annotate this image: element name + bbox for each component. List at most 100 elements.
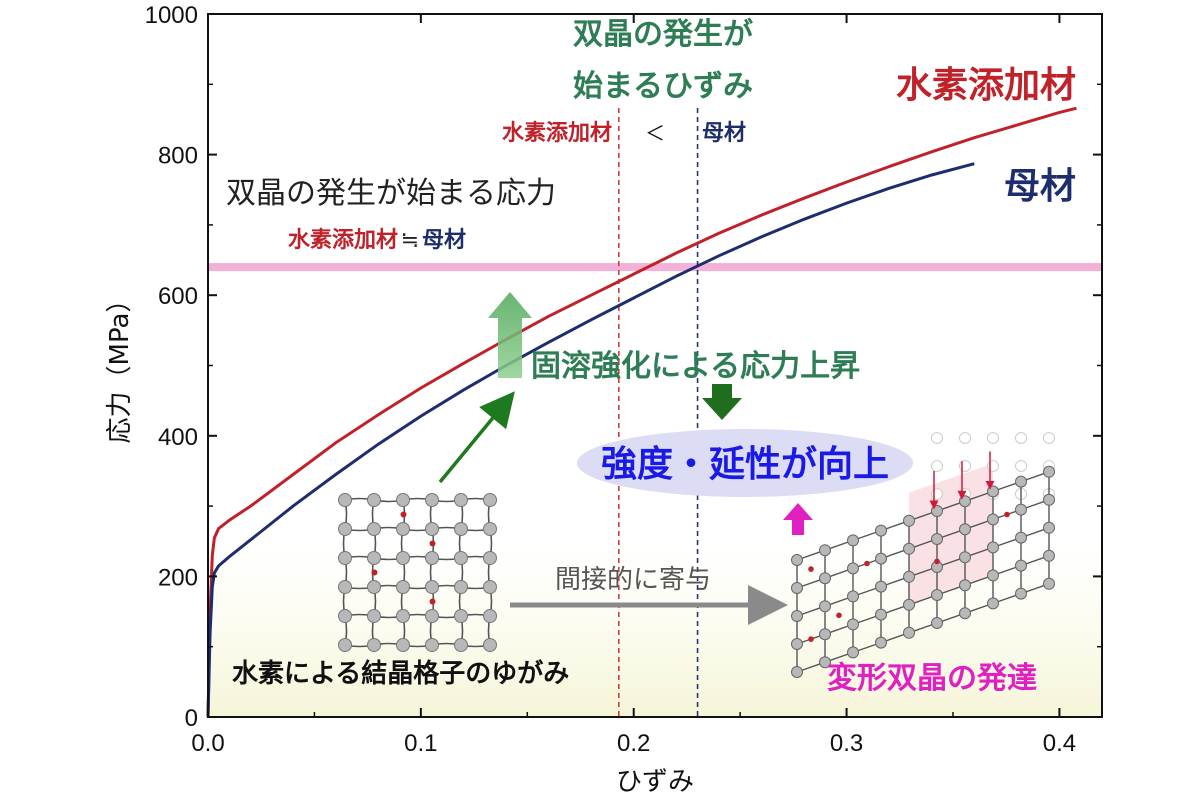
axis-ticks: 0.0 0.1 0.2 0.3 0.4 0 200 400 600 800 1000 — [145, 2, 1102, 757]
lattice-atom — [367, 580, 381, 594]
lattice-atom — [903, 514, 915, 527]
y-tick-label: 1000 — [145, 2, 198, 29]
lattice-atom — [396, 609, 410, 623]
lattice-atom — [454, 580, 468, 594]
lattice-atom — [819, 544, 831, 557]
lattice-atom — [1015, 559, 1027, 572]
lattice-atom — [396, 493, 410, 507]
lattice-atom — [338, 638, 352, 652]
lattice-atom — [959, 495, 971, 508]
lattice-atom — [454, 551, 468, 565]
solid-solution-label: 固溶強化による応力上昇 — [531, 349, 860, 384]
lattice-atom — [425, 580, 439, 594]
lattice-atom — [847, 618, 859, 631]
lattice-atom — [791, 638, 803, 650]
lattice-atom — [367, 609, 381, 623]
lattice-atom — [875, 580, 887, 593]
y-tick-label: 800 — [158, 143, 198, 170]
ghost-atom — [959, 460, 971, 472]
lattice-atom — [425, 609, 439, 623]
lattice-atom — [819, 656, 831, 669]
twin-strain-cmp-op: ＜ — [645, 121, 665, 145]
lattice-atom — [987, 485, 999, 498]
up-arrow-magenta — [783, 503, 813, 535]
lattice-atom — [483, 580, 497, 594]
twin-stress-title: 双晶の発生が始まる応力 — [226, 176, 556, 211]
lattice-atom — [987, 569, 999, 582]
series-line-hydrogen — [206, 106, 1077, 718]
ghost-atom — [987, 460, 999, 472]
ghost-atom — [959, 432, 971, 444]
ghost-atom — [1043, 432, 1055, 444]
lattice-atom — [454, 638, 468, 652]
stress-increase-arrow — [488, 292, 532, 378]
y-tick-label: 600 — [158, 283, 198, 310]
lattice-atom — [396, 551, 410, 565]
lattice-atom — [847, 562, 859, 575]
twin-strain-title-line1: 双晶の発生が — [573, 17, 753, 52]
lattice-atom — [959, 551, 971, 564]
hydrogen-atom — [864, 560, 870, 567]
twin-strain-cmp-left: 水素添加材 — [502, 120, 612, 146]
lattice-atom — [819, 572, 831, 585]
lattice-atom — [1015, 531, 1027, 544]
y-axis-title: 応力（MPa） — [105, 287, 135, 444]
lattice-atom — [903, 570, 915, 583]
lattice-atom — [338, 580, 352, 594]
lattice-atom — [903, 598, 915, 611]
series-label-hydrogen: 水素添加材 — [896, 65, 1076, 106]
lattice-atom — [483, 609, 497, 623]
ghost-atom — [1015, 460, 1027, 472]
lattice-atom — [1043, 521, 1055, 534]
lattice-distortion-diagram — [338, 493, 497, 652]
lattice-atom — [847, 590, 859, 603]
lattice-atom — [875, 608, 887, 621]
lattice-atom — [396, 522, 410, 536]
lattice-atom — [483, 638, 497, 652]
lattice-atom — [1043, 465, 1055, 478]
lattice-atom — [987, 597, 999, 610]
hydrogen-atom — [808, 566, 814, 572]
lattice-atom — [367, 522, 381, 536]
y-tick-label: 0 — [185, 705, 198, 732]
hydrogen-atom — [1004, 511, 1010, 518]
twin-stress-cmp-left: 水素添加材 — [288, 227, 398, 253]
twin-strain-cmp-right: 母材 — [702, 121, 746, 146]
lattice-atom — [791, 610, 803, 622]
lattice-distortion-label: 水素による結晶格子のゆがみ — [232, 658, 569, 689]
hydrogen-atom — [808, 636, 814, 642]
y-tick-label: 400 — [158, 424, 198, 451]
lattice-atom — [483, 493, 497, 507]
series-line-base — [206, 162, 975, 718]
lattice-atom — [875, 636, 887, 649]
lattice-atom — [819, 628, 831, 641]
twin-stress-band — [209, 263, 1101, 272]
lattice-atom — [987, 513, 999, 526]
lattice-atom — [454, 493, 468, 507]
lattice-atom — [903, 542, 915, 555]
twin-development-label: 変形双晶の発達 — [827, 661, 1037, 696]
lattice-atom — [931, 533, 943, 545]
lattice-atom — [425, 493, 439, 507]
ghost-atom — [987, 432, 999, 444]
lattice-atom — [875, 524, 887, 537]
lattice-atom — [338, 522, 352, 536]
hydrogen-atom — [429, 540, 436, 547]
hydrogen-atom — [371, 569, 378, 576]
lattice-atom — [847, 534, 859, 547]
improvement-label: 強度・延性が向上 — [601, 444, 889, 485]
twin-stress-cmp-op: ≒ — [401, 228, 419, 253]
x-tick-label: 0.2 — [617, 730, 650, 757]
lattice-atom — [1015, 503, 1027, 516]
lattice-atom — [987, 541, 999, 554]
lattice-atom — [338, 493, 352, 507]
y-tick-label: 200 — [158, 564, 198, 591]
lattice-atom — [931, 617, 943, 629]
lattice-atom — [367, 638, 381, 652]
lattice-atom — [483, 522, 497, 536]
lattice-atom — [875, 552, 887, 565]
hydrogen-atom — [836, 612, 842, 619]
hydrogen-atom — [429, 598, 436, 605]
lattice-atom — [931, 589, 943, 601]
twin-stress-cmp-right: 母材 — [422, 228, 466, 253]
